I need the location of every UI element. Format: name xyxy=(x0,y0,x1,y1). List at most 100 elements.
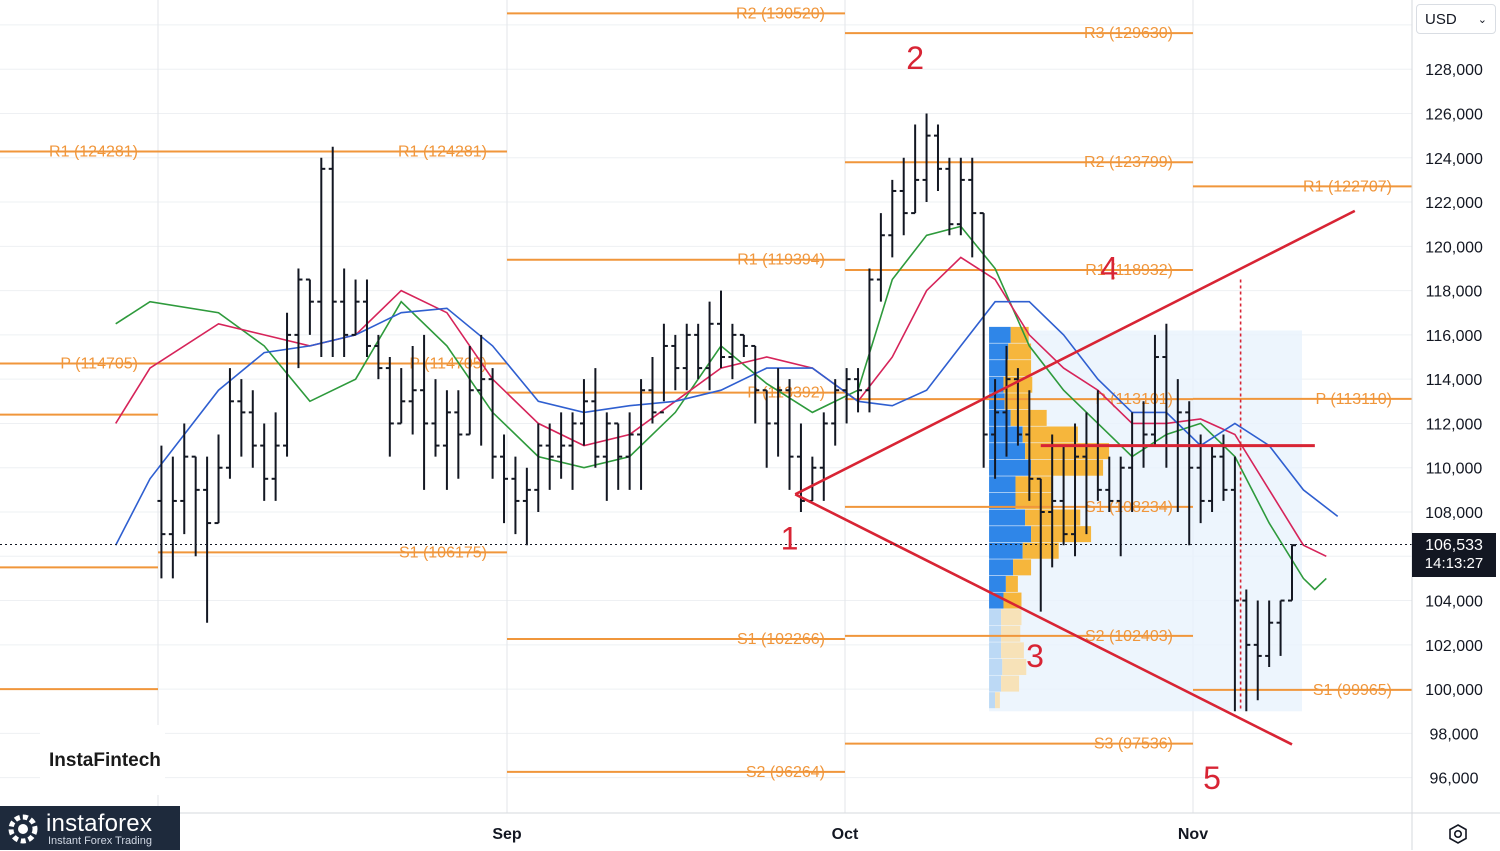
pivot-label: S1 (108234) xyxy=(1085,499,1173,516)
y-tick-label: 108,000 xyxy=(1425,505,1483,522)
ohlc-bar xyxy=(625,412,634,490)
ohlc-bar xyxy=(522,467,531,546)
ohlc-bar xyxy=(602,412,611,501)
ohlc-bar xyxy=(682,323,691,391)
ohlc-bar xyxy=(1036,477,1045,612)
ohlc-bar xyxy=(534,423,543,512)
wave-label: 4 xyxy=(1100,251,1118,287)
wave-label: 1 xyxy=(781,521,799,557)
ohlc-bar xyxy=(328,146,337,358)
y-tick-label: 98,000 xyxy=(1430,726,1479,743)
ohlc-bar xyxy=(225,368,234,479)
volume-bar-up xyxy=(989,675,1002,692)
pivot-label: S2 (102403) xyxy=(1085,628,1173,645)
logo-name: instaforex xyxy=(46,810,153,837)
ohlc-bar xyxy=(694,323,703,380)
ohlc-bar xyxy=(1116,456,1125,557)
ohlc-bar xyxy=(819,412,828,501)
volume-bar-down xyxy=(1025,443,1110,460)
volume-bar-down xyxy=(1004,393,1029,410)
ohlc-bar xyxy=(728,323,737,380)
y-tick-label: 110,000 xyxy=(1426,461,1483,478)
volume-bar-up xyxy=(989,642,1002,659)
ohlc-bar xyxy=(557,412,566,479)
ohlc-bar xyxy=(488,368,497,479)
settings-icon[interactable] xyxy=(1446,822,1470,846)
ohlc-bar xyxy=(568,412,577,490)
volume-bar-down xyxy=(1008,343,1032,360)
volume-bar-up xyxy=(989,509,1026,526)
volume-bar-down xyxy=(1015,476,1052,493)
ohlc-bar xyxy=(385,357,394,457)
ohlc-bar xyxy=(1265,600,1274,667)
ohlc-bars xyxy=(157,113,1296,712)
ohlc-bar xyxy=(842,368,851,424)
bar-countdown: 14:13:27 xyxy=(1424,555,1484,572)
volume-bar-up xyxy=(989,459,1032,476)
y-tick-label: 112,000 xyxy=(1426,416,1483,433)
logo-subtitle: Instant Forex Trading xyxy=(48,835,152,847)
ohlc-bar xyxy=(237,379,246,457)
ohlc-bar xyxy=(420,334,429,490)
y-tick-label: 124,000 xyxy=(1425,151,1483,168)
volume-bar-down xyxy=(1005,575,1018,592)
volume-bar-up xyxy=(989,476,1016,493)
ohlc-bar xyxy=(283,312,292,457)
ohlc-bar xyxy=(876,213,885,302)
ohlc-bar xyxy=(979,212,988,468)
volume-bar-up xyxy=(989,376,1004,393)
volume-bar-up xyxy=(989,360,1006,377)
volume-bar-up xyxy=(989,692,996,709)
trendline xyxy=(794,493,1293,746)
ohlc-bar xyxy=(854,368,863,413)
ohlc-bar xyxy=(271,412,280,501)
currency-select[interactable]: USD ⌄ xyxy=(1416,4,1496,34)
volume-bar-up xyxy=(989,609,1002,626)
volume-bar-up xyxy=(989,326,1011,343)
volume-bar-down xyxy=(1015,492,1052,509)
ohlc-bar xyxy=(203,456,212,623)
ohlc-bar xyxy=(785,379,794,490)
ohlc-bar xyxy=(294,268,303,369)
ohlc-bar xyxy=(431,379,440,457)
pivot-label: S1 (106175) xyxy=(399,544,487,561)
volume-bar-down xyxy=(1031,526,1092,543)
ohlc-bar xyxy=(305,278,314,335)
ohlc-bar xyxy=(659,323,668,414)
y-tick-label: 122,000 xyxy=(1425,195,1483,212)
ohlc-bar xyxy=(157,445,166,579)
y-tick-label: 96,000 xyxy=(1430,771,1479,788)
ohlc-bar xyxy=(911,124,920,215)
volume-bar-down xyxy=(1031,459,1104,476)
pivot-label: R1 (124281) xyxy=(398,144,487,161)
pivot-label: S1 (99965) xyxy=(1313,682,1392,699)
volume-bar-up xyxy=(989,393,1005,410)
wave-label: 2 xyxy=(906,40,924,76)
ohlc-bar xyxy=(260,423,269,501)
chevron-down-icon: ⌄ xyxy=(1477,13,1487,26)
ohlc-bar xyxy=(968,157,977,258)
ohlc-bar xyxy=(545,423,554,490)
ohlc-bar xyxy=(1185,401,1194,546)
pivot-label: P (113110) xyxy=(1316,391,1393,408)
ohlc-bar xyxy=(191,455,200,557)
ohlc-bar xyxy=(671,334,680,391)
ohlc-bar xyxy=(1048,434,1057,568)
volume-bar-up xyxy=(989,343,1009,360)
ohlc-bar xyxy=(340,268,349,358)
y-tick-label: 126,000 xyxy=(1425,106,1483,123)
ohlc-bar xyxy=(1288,544,1296,602)
volume-bar-up xyxy=(989,492,1016,509)
wave-label: 5 xyxy=(1203,760,1221,796)
ohlc-bar xyxy=(1059,445,1068,546)
ohlc-bar xyxy=(933,124,942,191)
pivot-label: P (113392) xyxy=(747,385,825,402)
volume-bar-down xyxy=(1010,326,1029,343)
y-tick-label: 100,000 xyxy=(1425,682,1483,699)
ohlc-bar xyxy=(374,334,383,380)
ohlc-bar xyxy=(465,345,474,436)
pivot-label: S3 (97536) xyxy=(1094,736,1173,753)
ohlc-bar xyxy=(991,379,1000,479)
y-tick-label: 120,000 xyxy=(1425,239,1483,256)
